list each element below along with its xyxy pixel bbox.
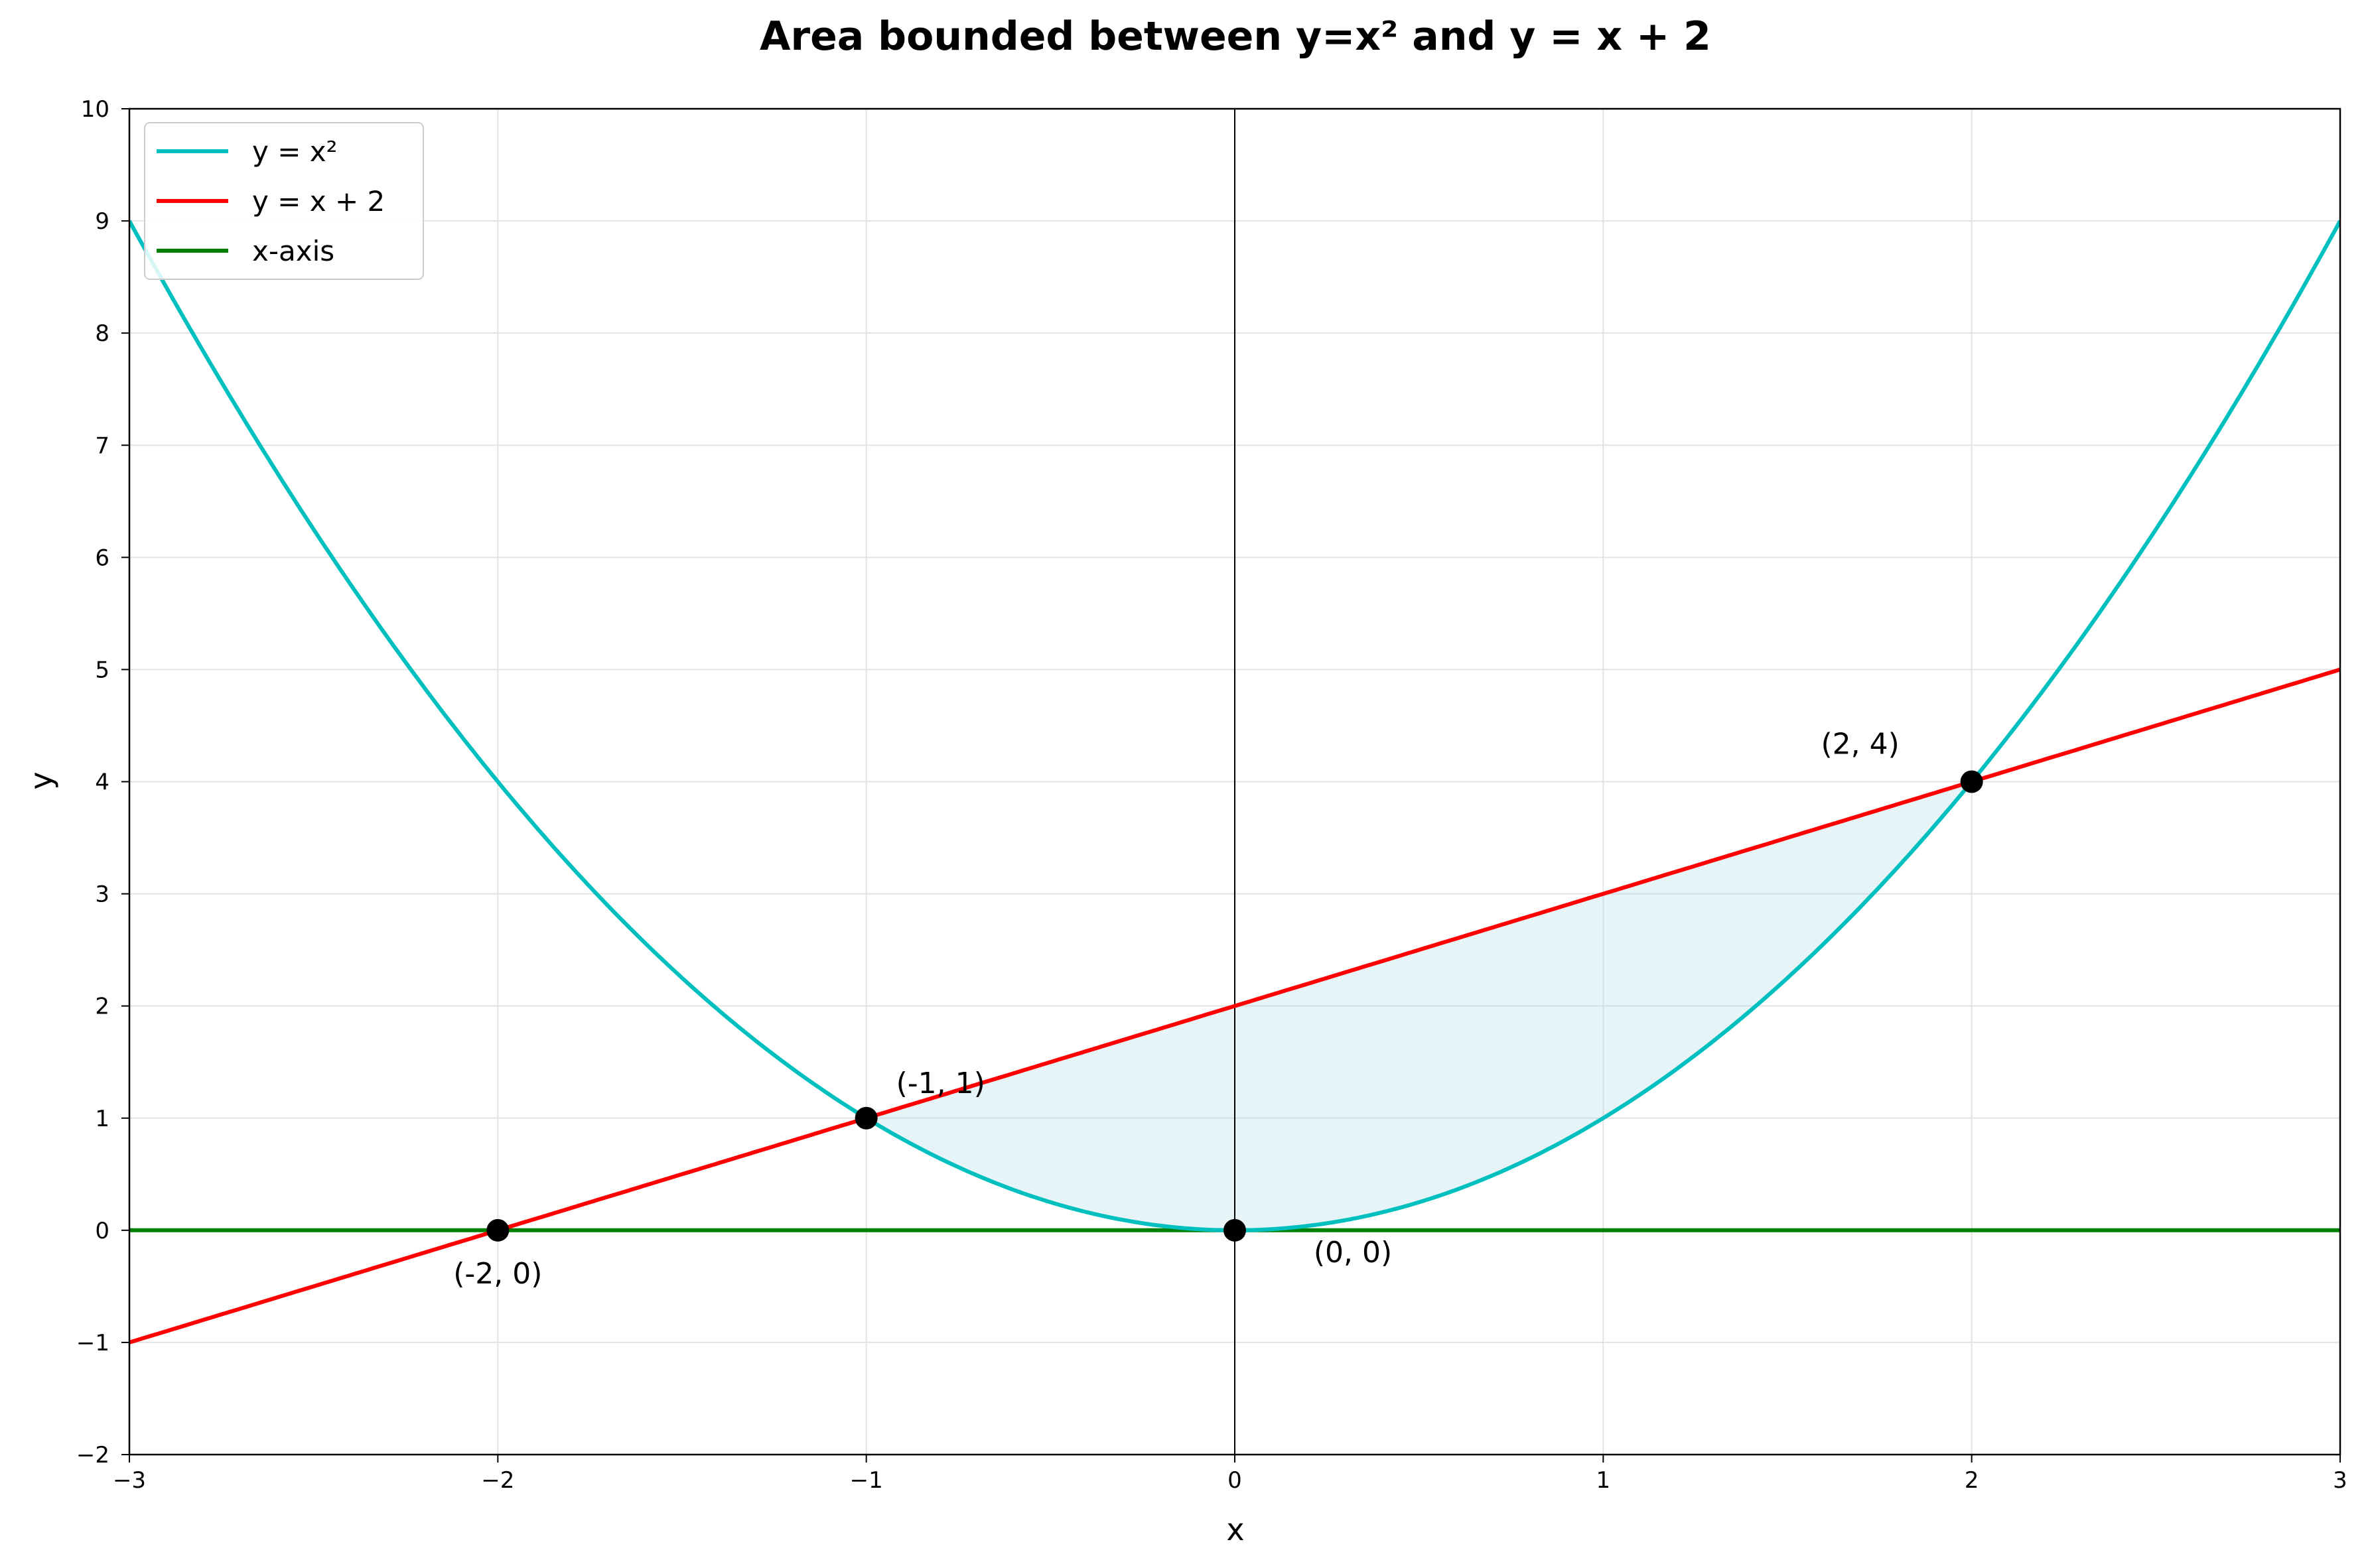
y-tick-label-10: 8 [95, 320, 109, 347]
legend-label-1: y = x + 2 [252, 185, 385, 218]
point-marker-3 [1960, 770, 1983, 793]
y-axis-label: y [23, 771, 59, 789]
points-layer: (-2, 0) (-1, 1) (0, 0) (2, 4) [453, 728, 1983, 1291]
x-tick-label-6: 3 [2333, 1467, 2347, 1494]
y-tick-label-2: 0 [95, 1218, 109, 1244]
legend: y = x² y = x + 2 x-axis [144, 122, 424, 280]
y-tick-label-0: −2 [76, 1442, 109, 1469]
chart-title: Area bounded between y=x² and y = x + 2 [760, 13, 1711, 60]
legend-label-2: x-axis [252, 235, 334, 267]
y-tick-label-12: 10 [81, 96, 109, 123]
x-tick-label-3: 0 [1227, 1467, 1242, 1494]
legend-label-0: y = x² [252, 135, 337, 168]
y-tick-label-11: 9 [95, 208, 109, 235]
x-ticks: −3 −2 −1 0 1 2 3 [113, 1455, 2347, 1494]
y-tick-label-1: −1 [76, 1330, 109, 1356]
y-tick-label-4: 2 [95, 994, 109, 1020]
y-ticks: −2 −1 0 1 2 3 4 5 6 7 8 9 10 [76, 96, 129, 1469]
x-tick-label-5: 2 [1965, 1467, 1979, 1494]
shaded-region [866, 781, 1972, 1230]
y-tick-label-3: 1 [95, 1106, 109, 1132]
y-tick-label-7: 5 [95, 657, 109, 683]
y-tick-label-9: 7 [95, 432, 109, 459]
point-marker-0 [486, 1218, 510, 1242]
x-tick-label-4: 1 [1596, 1467, 1611, 1494]
point-label-0: (-2, 0) [453, 1257, 542, 1291]
y-tick-label-6: 4 [95, 769, 109, 796]
x-tick-label-0: −3 [113, 1467, 146, 1494]
point-marker-1 [855, 1106, 878, 1130]
point-label-3: (2, 4) [1821, 728, 1900, 761]
legend-box [144, 122, 424, 280]
point-label-1: (-1, 1) [896, 1067, 985, 1100]
x-tick-label-1: −2 [481, 1467, 514, 1494]
y-tick-label-5: 3 [95, 882, 109, 908]
y-tick-label-8: 6 [95, 545, 109, 571]
point-label-2: (0, 0) [1314, 1236, 1392, 1270]
point-marker-2 [1223, 1218, 1246, 1242]
x-axis-label: x [1226, 1512, 1244, 1547]
x-tick-label-2: −1 [850, 1467, 883, 1494]
